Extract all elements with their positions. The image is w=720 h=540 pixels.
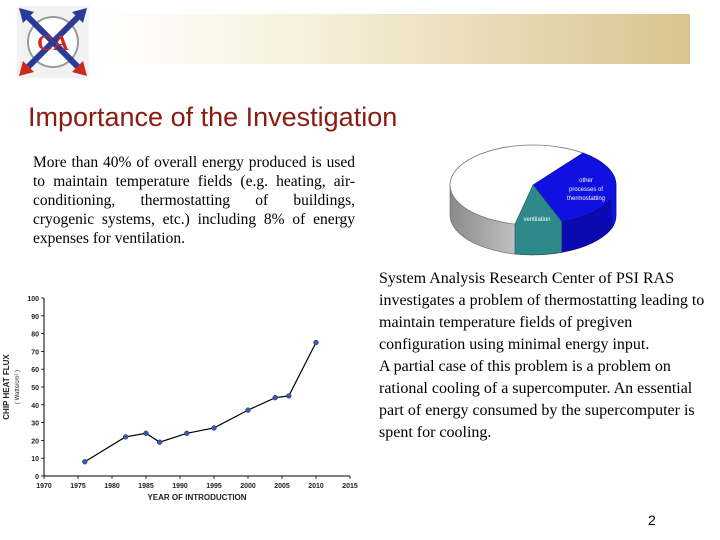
x-tick-label: 2000 [240, 483, 256, 490]
series-line [84, 342, 317, 463]
data-point [211, 425, 217, 431]
data-point [156, 439, 163, 445]
x-tick-label: 1985 [138, 483, 154, 490]
pie-label-other-3: thermostatting [567, 196, 605, 202]
intro-paragraph: More than 40% of overall energy produced… [33, 154, 355, 247]
y-tick-label: 40 [31, 403, 39, 410]
logo-arrow-head-4 [72, 61, 87, 76]
supercomputer-paragraph: A partial case of this problem is a prob… [379, 358, 695, 441]
energy-pie-chart: other processes of thermostatting ventil… [449, 144, 617, 256]
data-point [82, 459, 88, 465]
x-tick-label: 1995 [206, 483, 222, 490]
y-tick-label: 70 [31, 349, 39, 356]
y-tick-label: 100 [27, 296, 39, 303]
x-tick-label: 1990 [172, 483, 188, 490]
data-point [286, 393, 292, 399]
logo-arrow-line-2 [21, 10, 85, 74]
x-tick-label: 2005 [274, 483, 290, 490]
y-tick-label: 60 [31, 367, 39, 374]
data-point [272, 395, 278, 401]
y-axis-label: CHIP HEAT FLUX [2, 354, 11, 420]
y-tick-label: 20 [31, 438, 39, 445]
right-text-block: System Analysis Research Center of PSI R… [379, 268, 714, 444]
x-axis-label: YEAR OF INTRODUCTION [147, 493, 246, 502]
data-point [122, 434, 129, 440]
x-tick-label: 2015 [342, 483, 358, 490]
data-point [313, 339, 319, 346]
logo-arrow-head-3 [19, 61, 34, 76]
y-tick-label: 10 [31, 456, 39, 463]
pie-label-other-2: processes of [569, 187, 603, 193]
y-tick-label: 50 [31, 385, 39, 392]
data-point [245, 407, 251, 413]
logo-arrow-head-1 [19, 8, 34, 23]
research-center-paragraph: System Analysis Research Center of PSI R… [379, 270, 705, 353]
pie-label-other-1: other [579, 178, 593, 184]
y-tick-label: 30 [31, 421, 39, 428]
chip-heat-flux-chart: 0 10 20 30 40 50 60 70 80 90 100 1970 1975 1980 1985 19… [2, 296, 358, 502]
y-axis-unit-label: ( Watts/cm² ) [15, 370, 21, 404]
logo-text: CA [37, 30, 69, 55]
page-number: 2 [648, 512, 656, 528]
data-point [143, 430, 149, 436]
header-bar [96, 14, 690, 64]
page-title: Importance of the Investigation [28, 102, 398, 132]
data-point [184, 430, 190, 436]
pie-slice-other-side [561, 199, 613, 253]
logo: CA [17, 6, 89, 78]
pie-label-ventilation: ventilation [523, 217, 550, 223]
x-tick-label: 1980 [104, 483, 120, 490]
y-tick-label: 90 [31, 314, 39, 321]
y-tick-label: 80 [31, 332, 39, 339]
x-tick-label: 2010 [308, 483, 324, 490]
x-tick-label: 1970 [36, 483, 52, 490]
x-tick-label: 1975 [70, 483, 86, 490]
logo-arrow-head-2 [72, 8, 87, 23]
y-tick-label: 0 [35, 474, 39, 481]
